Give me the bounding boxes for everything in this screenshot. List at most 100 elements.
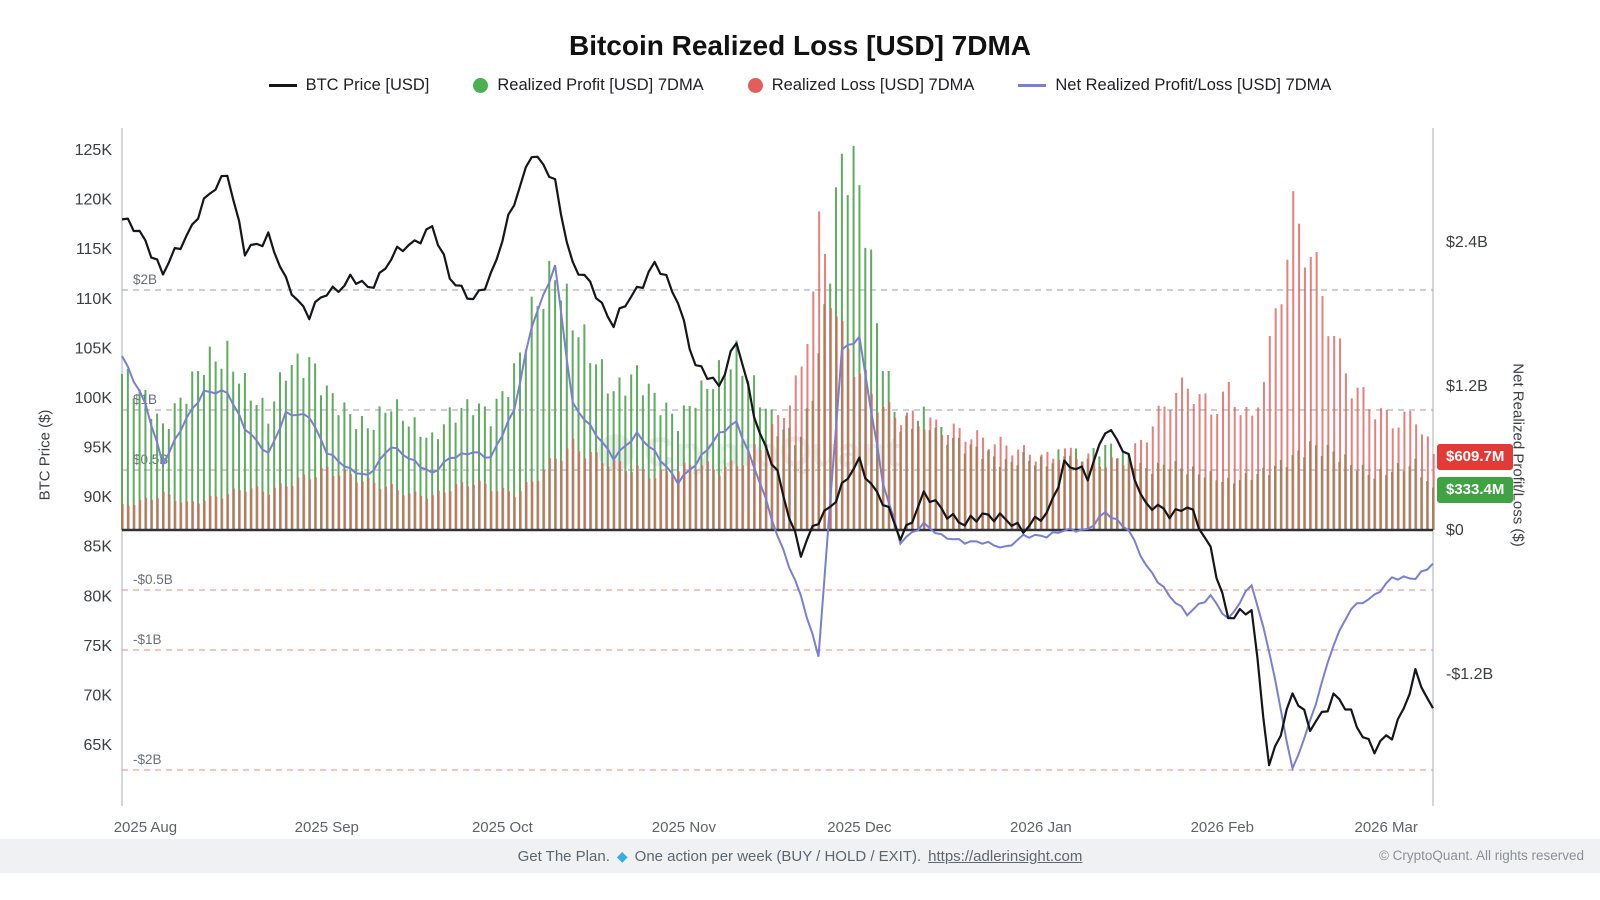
loss-bar	[1040, 454, 1043, 530]
loss-bar	[654, 478, 657, 530]
profit-bar	[401, 420, 404, 530]
loss-bar	[665, 471, 668, 530]
profit-bar	[483, 406, 486, 530]
loss-bar	[431, 495, 434, 530]
footer-cta: Get The Plan.	[517, 847, 610, 865]
loss-bar	[1362, 387, 1365, 530]
profit-bar	[559, 300, 562, 530]
loss-bar	[537, 480, 540, 530]
profit-bar	[717, 360, 720, 530]
legend-item-realized-profit[interactable]: Realized Profit [USD] 7DMA	[473, 76, 704, 95]
profit-bar	[296, 353, 299, 530]
profit-bar	[325, 385, 328, 530]
loss-bar	[584, 458, 587, 530]
loss-bar	[1368, 409, 1371, 530]
net-realized-line	[121, 264, 1434, 772]
loss-bar	[1099, 466, 1102, 530]
profit-bar	[577, 337, 580, 530]
loss-bar	[660, 469, 663, 530]
profit-bar	[852, 145, 855, 530]
loss-bar	[1245, 407, 1248, 530]
loss-bar	[894, 417, 897, 530]
loss-bar	[1028, 454, 1031, 530]
profit-bar	[156, 413, 159, 530]
loss-bar	[1327, 336, 1330, 530]
profit-bar	[314, 363, 317, 530]
loss-bar	[531, 481, 534, 530]
loss-bar	[818, 211, 821, 530]
loss-bar	[905, 412, 908, 530]
profit-bar	[349, 414, 352, 530]
loss-bar	[507, 491, 510, 530]
loss-bar	[747, 451, 750, 530]
legend-item-realized-loss[interactable]: Realized Loss [USD] 7DMA	[747, 76, 974, 95]
profit-bar	[501, 391, 504, 530]
loss-bar	[970, 439, 973, 530]
loss-bar	[1058, 460, 1061, 530]
left-axis-tick: 90K	[84, 489, 113, 506]
loss-bar	[344, 470, 347, 530]
loss-bar	[1198, 394, 1201, 530]
profit-bar	[261, 397, 264, 530]
loss-bar	[841, 320, 844, 530]
profit-bar	[565, 283, 568, 530]
loss-bar	[1210, 414, 1213, 530]
footer-text: One action per week (BUY / HOLD / EXIT).	[634, 847, 922, 865]
legend-item-net-realized[interactable]: Net Realized Profit/Loss [USD] 7DMA	[1018, 76, 1331, 95]
loss-bar	[736, 466, 739, 530]
loss-bar	[156, 498, 159, 530]
loss-bar	[712, 469, 715, 530]
loss-bar	[402, 495, 405, 530]
loss-bar	[1163, 406, 1166, 530]
legend-item-btc-price[interactable]: BTC Price [USD]	[268, 76, 429, 95]
loss-bar	[1069, 447, 1072, 530]
loss-bar	[1192, 403, 1195, 530]
loss-bar	[689, 465, 692, 530]
loss-bar	[1292, 191, 1295, 530]
profit-bar	[407, 426, 410, 530]
profit-bar	[378, 406, 381, 530]
loss-bar	[1181, 377, 1184, 530]
left-axis-tick: 100K	[75, 390, 113, 407]
loss-bar	[1391, 428, 1394, 530]
loss-bar	[1063, 448, 1066, 530]
loss-bar	[870, 393, 873, 530]
profit-bar	[606, 393, 609, 530]
loss-bar	[1186, 388, 1189, 530]
loss-bar	[1034, 461, 1037, 530]
loss-bar	[1122, 465, 1125, 530]
loss-bar	[724, 466, 727, 530]
loss-bar	[396, 490, 399, 530]
right-axis-tick: $1.2B	[1446, 378, 1488, 395]
profit-bar	[308, 357, 311, 530]
loss-bar	[1216, 413, 1219, 530]
loss-bar	[1432, 453, 1435, 530]
loss-bar	[1145, 442, 1148, 530]
profit-bar	[723, 374, 726, 530]
profit-bar	[536, 306, 539, 530]
loss-bar	[390, 484, 393, 530]
left-axis-tick: 70K	[84, 687, 113, 704]
loss-bar	[367, 477, 370, 530]
profit-bar	[478, 403, 481, 530]
threshold-label: $2B	[133, 272, 157, 287]
loss-bar	[1093, 455, 1096, 530]
loss-bar	[150, 499, 153, 530]
loss-bar	[859, 373, 862, 530]
loss-bar	[759, 450, 762, 530]
loss-bar	[1415, 424, 1418, 530]
loss-bar	[876, 412, 879, 530]
loss-bar	[765, 444, 768, 530]
left-axis-tick: 80K	[84, 588, 113, 605]
profit-bar	[466, 399, 469, 530]
realized-loss-value-badge: $609.7M	[1437, 443, 1514, 470]
x-axis-tick: 2025 Aug	[114, 819, 177, 836]
loss-bar	[279, 483, 282, 530]
loss-bar	[607, 466, 610, 530]
loss-bar	[601, 463, 604, 530]
loss-bar	[385, 486, 388, 530]
footer-link[interactable]: https://adlerinsight.com	[928, 847, 1083, 865]
line-swatch-icon	[268, 84, 297, 87]
loss-bar	[1385, 409, 1388, 530]
